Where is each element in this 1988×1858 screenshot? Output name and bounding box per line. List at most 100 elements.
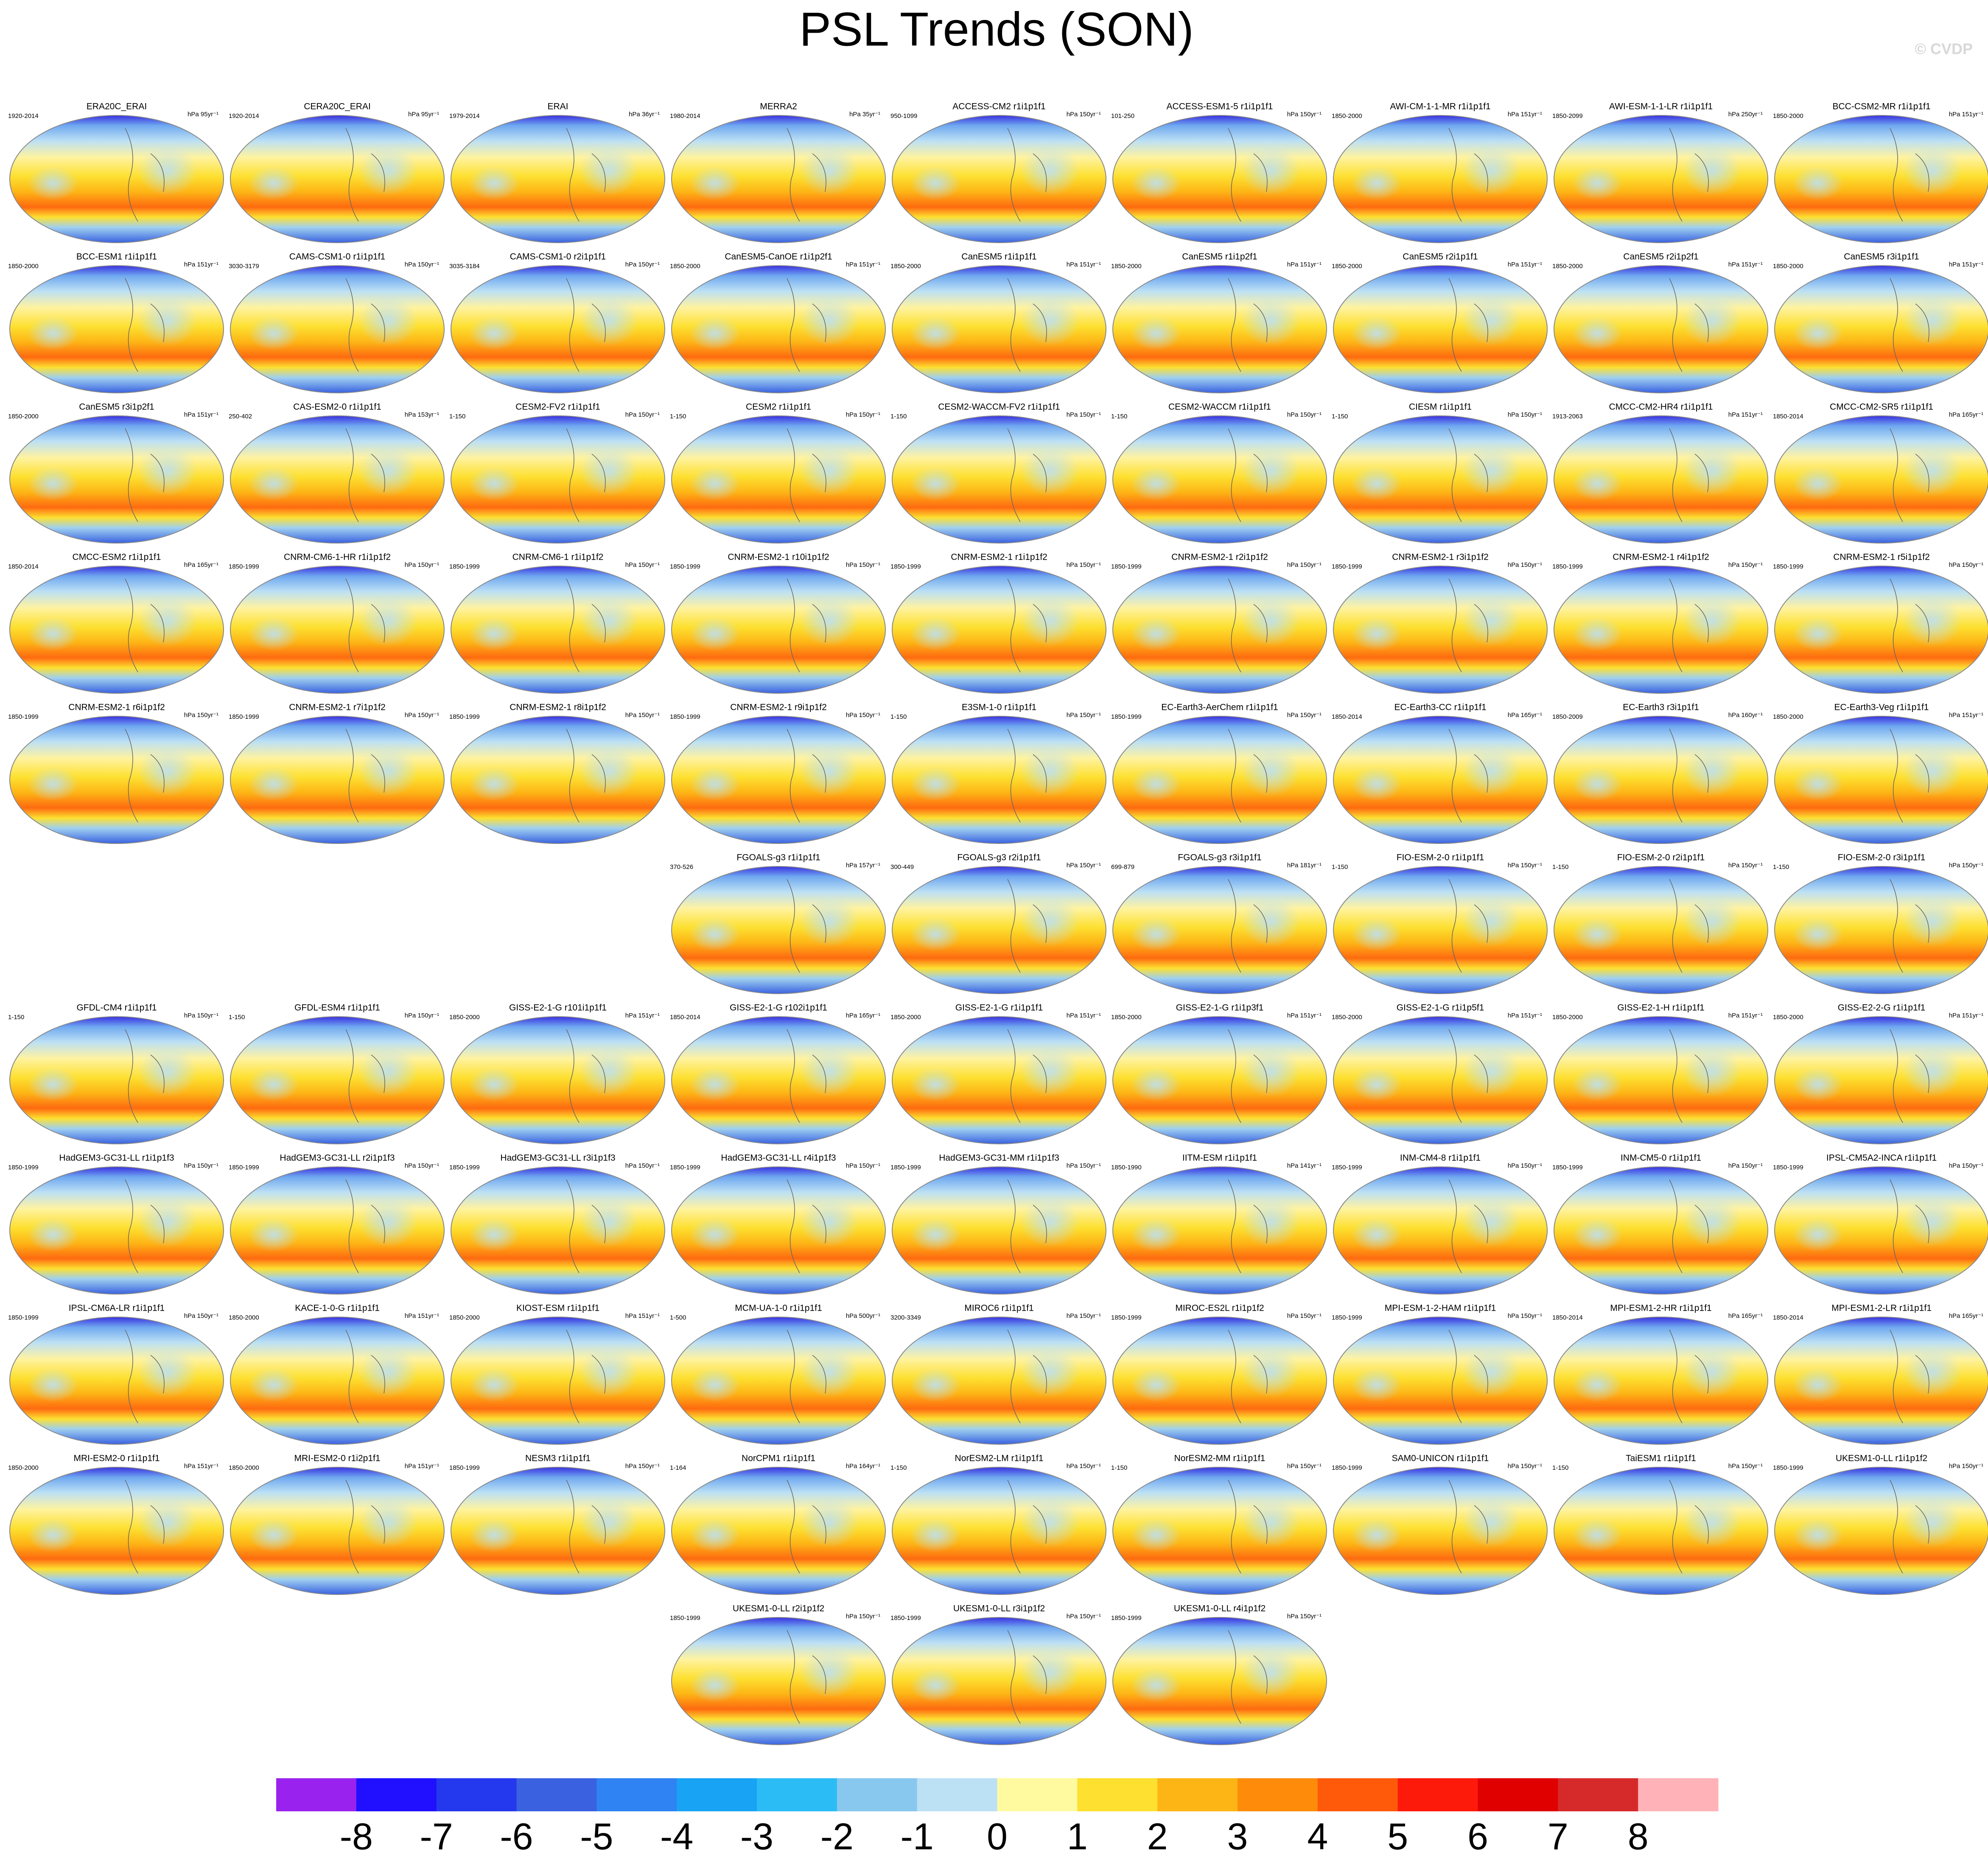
map-feature bbox=[1462, 1347, 1521, 1398]
map-panel: BCC-CSM2-MR r1i1p1f1 1850-2000 hPa 151yr⁻¹ bbox=[1773, 102, 1988, 243]
map-panel: SAM0-UNICON r1i1p1f1 1850-1999 hPa 150yr⁻¹ bbox=[1332, 1454, 1548, 1595]
map-feature bbox=[28, 1518, 78, 1552]
panel-title: IPSL-CM5A2-INCA r1i1p1f1 bbox=[1826, 1153, 1937, 1163]
map-feature bbox=[358, 1347, 418, 1398]
colorbar-box bbox=[1317, 1778, 1398, 1811]
panel-period: 1850-2000 bbox=[1773, 1014, 1803, 1021]
panel-units: hPa 151yr⁻¹ bbox=[1949, 111, 1983, 118]
panel-period: 1913-2063 bbox=[1552, 413, 1583, 420]
panel-title: CMCC-ESM2 r1i1p1f1 bbox=[73, 552, 161, 562]
panel-units: hPa 151yr⁻¹ bbox=[1508, 111, 1542, 118]
coastline bbox=[1007, 879, 1047, 973]
coastline bbox=[125, 278, 165, 372]
panel-title: MERRA2 bbox=[760, 102, 797, 112]
panel-units: hPa 150yr⁻¹ bbox=[405, 1012, 439, 1019]
panel-title: CNRM-ESM2-1 r1i1p1f2 bbox=[951, 552, 1047, 562]
map-feature bbox=[1682, 446, 1742, 496]
panel-units: hPa 151yr⁻¹ bbox=[846, 261, 880, 268]
map-feature bbox=[358, 746, 418, 797]
panel-units: hPa 151yr⁻¹ bbox=[405, 1463, 439, 1470]
map-panel: CNRM-ESM2-1 r6i1p1f2 1850-1999 hPa 150yr⁻¹ bbox=[8, 703, 224, 844]
map-feature bbox=[1241, 446, 1300, 496]
map-panel: CESM2-WACCM r1i1p1f1 1-150 hPa 150yr⁻¹ bbox=[1111, 402, 1327, 544]
map-feature bbox=[1682, 295, 1742, 346]
panel-units: hPa 150yr⁻¹ bbox=[1728, 1463, 1763, 1470]
colorbar-label: 6 bbox=[1467, 1815, 1488, 1857]
panel-period: 1850-1999 bbox=[449, 1464, 480, 1471]
colorbar-label: 8 bbox=[1628, 1815, 1649, 1857]
colorbar-box bbox=[677, 1778, 757, 1811]
map-feature bbox=[579, 746, 638, 797]
panel-title: IITM-ESM r1i1p1f1 bbox=[1182, 1153, 1257, 1163]
panel-units: hPa 150yr⁻¹ bbox=[846, 1613, 880, 1620]
coastline bbox=[1007, 1630, 1047, 1724]
map-panel: CNRM-ESM2-1 r1i1p1f2 1850-1999 hPa 150yr⁻¹ bbox=[890, 552, 1106, 694]
coastline bbox=[125, 428, 165, 522]
colorbar-label: -2 bbox=[820, 1815, 854, 1857]
panel-period: 1850-2000 bbox=[229, 1464, 259, 1471]
coastline bbox=[1669, 879, 1709, 973]
credit: © CVDP bbox=[1915, 40, 1973, 58]
map-feature bbox=[1792, 1518, 1843, 1552]
map-feature bbox=[689, 1518, 740, 1552]
panel-title: CanESM5 r3i1p1f1 bbox=[1844, 252, 1919, 262]
colorbar-box bbox=[356, 1778, 437, 1811]
coastline bbox=[1007, 729, 1047, 823]
panel-title: CESM2-WACCM r1i1p1f1 bbox=[1168, 402, 1271, 412]
map-feature bbox=[1241, 1347, 1300, 1398]
map-panel: FIO-ESM-2-0 r1i1p1f1 1-150 hPa 150yr⁻¹ bbox=[1332, 853, 1548, 994]
panel-units: hPa 150yr⁻¹ bbox=[1067, 1162, 1101, 1169]
coastline bbox=[1890, 128, 1929, 222]
map-feature bbox=[579, 1046, 638, 1097]
panel-units: hPa 150yr⁻¹ bbox=[1287, 712, 1322, 719]
panel-title: CERA20C_ERAI bbox=[304, 102, 371, 112]
coastline bbox=[566, 428, 606, 522]
map-panel: GFDL-CM4 r1i1p1f1 1-150 hPa 150yr⁻¹ bbox=[8, 1003, 224, 1144]
panel-title: MPI-ESM-1-2-HAM r1i1p1f1 bbox=[1385, 1303, 1496, 1313]
map-feature bbox=[248, 617, 299, 651]
map-feature bbox=[1351, 1068, 1402, 1101]
map-panel: CERA20C_ERAI 1920-2014 hPa 95yr⁻¹ bbox=[229, 102, 445, 243]
panel-title: BCC-CSM2-MR r1i1p1f1 bbox=[1832, 102, 1930, 112]
map-panel: GISS-E2-1-H r1i1p1f1 1850-2000 hPa 151yr⁻¹ bbox=[1552, 1003, 1768, 1144]
map-panel: ERAI 1979-2014 hPa 36yr⁻¹ bbox=[449, 102, 665, 243]
map-feature bbox=[1572, 917, 1623, 951]
panel-units: hPa 151yr⁻¹ bbox=[1508, 261, 1542, 268]
panel-title: NorCPM1 r1i1p1f1 bbox=[742, 1454, 815, 1463]
panel-units: hPa 150yr⁻¹ bbox=[1067, 712, 1101, 719]
coastline bbox=[787, 1179, 826, 1273]
coastline bbox=[1669, 428, 1709, 522]
panel-units: hPa 150yr⁻¹ bbox=[1508, 1162, 1542, 1169]
panel-period: 1850-2000 bbox=[670, 263, 700, 270]
map-panel: CESM2 r1i1p1f1 1-150 hPa 150yr⁻¹ bbox=[670, 402, 886, 544]
panel-period: 1850-1999 bbox=[1332, 1314, 1362, 1321]
panel-units: hPa 150yr⁻¹ bbox=[625, 712, 660, 719]
map-panel: GISS-E2-1-G r102i1p1f1 1850-2014 hPa 165yr… bbox=[670, 1003, 886, 1144]
map-panel: NorCPM1 r1i1p1f1 1-164 hPa 164yr⁻¹ bbox=[670, 1454, 886, 1595]
coastline bbox=[1228, 1329, 1268, 1424]
colorbar-label: 4 bbox=[1307, 1815, 1328, 1857]
panel-period: 1850-1999 bbox=[449, 1164, 480, 1171]
colorbar-box bbox=[1638, 1778, 1719, 1811]
coastline bbox=[1228, 729, 1268, 823]
panel-title: AWI-CM-1-1-MR r1i1p1f1 bbox=[1390, 102, 1490, 112]
coastline bbox=[1669, 729, 1709, 823]
map-feature bbox=[689, 917, 740, 951]
panel-units: hPa 150yr⁻¹ bbox=[1728, 1162, 1763, 1169]
map-feature bbox=[1351, 917, 1402, 951]
map-feature bbox=[579, 446, 638, 496]
map-panel: ACCESS-ESM1-5 r1i1p1f1 101-250 hPa 150yr⁻¹ bbox=[1111, 102, 1327, 243]
panel-period: 1979-2014 bbox=[449, 112, 480, 120]
panel-title: CNRM-ESM2-1 r7i1p1f2 bbox=[289, 703, 386, 712]
map-feature bbox=[910, 1218, 961, 1252]
map-feature bbox=[1131, 1668, 1182, 1702]
map-feature bbox=[358, 1046, 418, 1097]
coastline bbox=[345, 128, 385, 222]
map-feature bbox=[1241, 1046, 1300, 1097]
coastline bbox=[787, 278, 826, 372]
panel-title: CanESM5-CanOE r1i1p2f1 bbox=[725, 252, 832, 262]
coastline bbox=[1890, 879, 1929, 973]
panel-period: 1850-1999 bbox=[1773, 563, 1803, 570]
map-feature bbox=[1241, 295, 1300, 346]
coastline bbox=[566, 1029, 606, 1123]
